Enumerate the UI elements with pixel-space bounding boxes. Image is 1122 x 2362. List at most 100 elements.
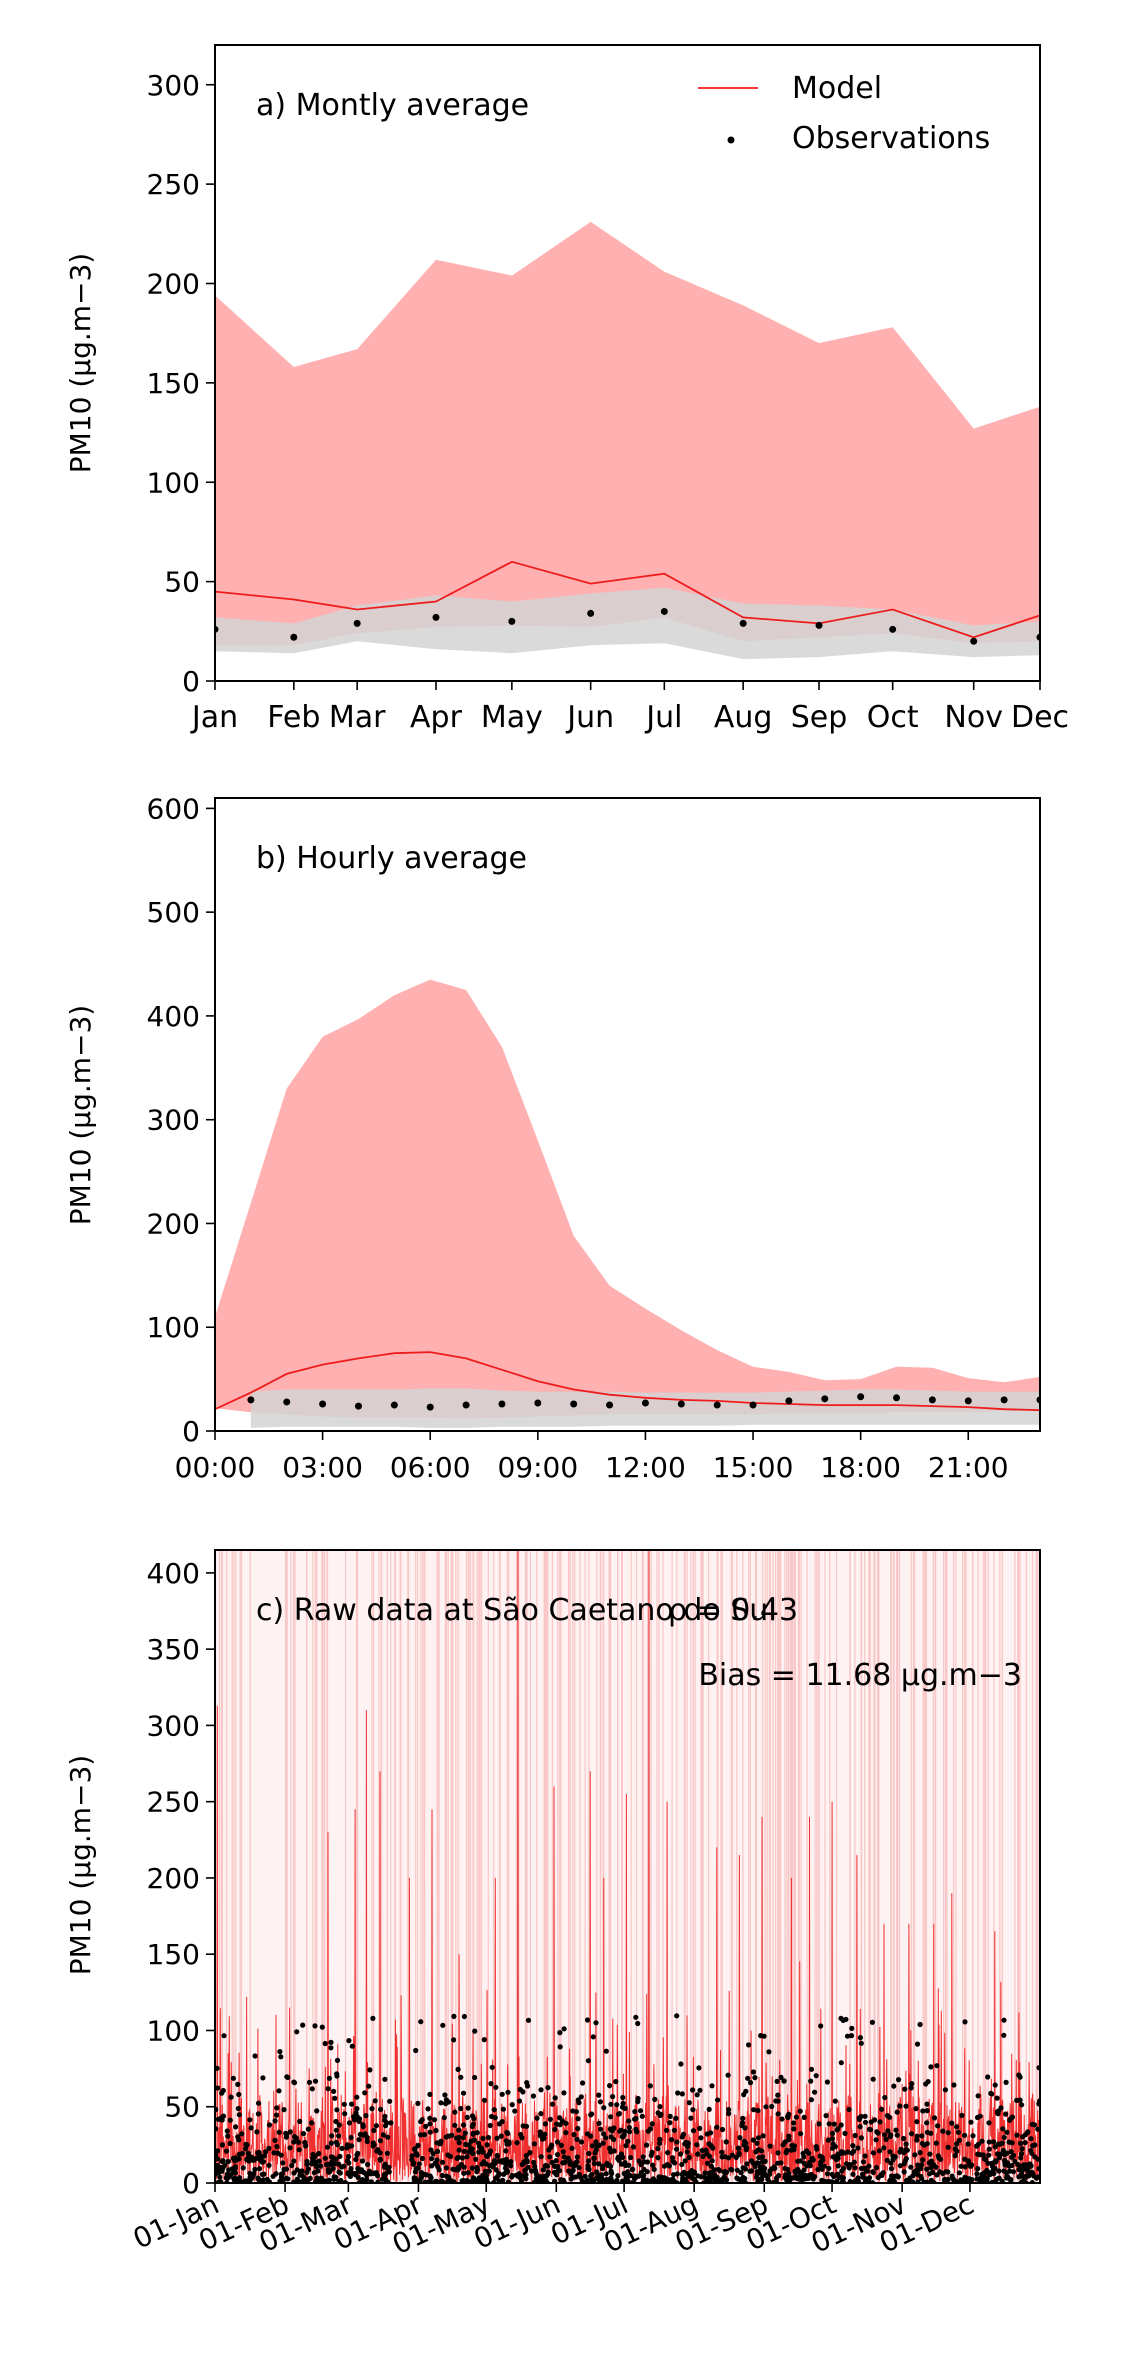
observation-point — [655, 2146, 661, 2152]
observation-point — [873, 2137, 879, 2143]
observation-point — [560, 2160, 566, 2166]
observation-point — [843, 2016, 849, 2022]
observation-point — [223, 2148, 230, 2154]
observation-point — [936, 2155, 942, 2161]
observation-point — [230, 2075, 236, 2081]
observation-point — [458, 2074, 464, 2080]
panel-b-ytick-label: 0 — [182, 1415, 200, 1448]
observation-point — [669, 2155, 676, 2161]
observation-point — [968, 2119, 974, 2125]
observation-point — [341, 2101, 347, 2107]
observation-point — [847, 2178, 853, 2183]
observation-point — [554, 2139, 561, 2145]
observation-point — [567, 2161, 573, 2167]
observation-point — [354, 2106, 360, 2112]
observation-point — [440, 2159, 446, 2165]
observation-point — [668, 2137, 675, 2143]
observation-point — [722, 2154, 728, 2160]
observation-point — [287, 2129, 293, 2135]
observation-point — [608, 2175, 614, 2181]
observation-point — [598, 2126, 604, 2132]
observation-point — [480, 2172, 486, 2179]
observation-point — [489, 2064, 495, 2070]
observation-point — [795, 2166, 801, 2172]
observation-point — [974, 2176, 980, 2182]
observation-point — [671, 2127, 678, 2133]
observation-point — [530, 2093, 537, 2099]
observation-point — [390, 1401, 398, 1409]
observation-point — [992, 2165, 998, 2171]
observation-point — [491, 2107, 497, 2113]
observation-point — [1019, 2146, 1025, 2152]
observation-point — [287, 2145, 293, 2151]
observation-point — [737, 2135, 743, 2141]
observation-point — [545, 2169, 551, 2175]
observation-point — [508, 2159, 514, 2165]
panel-a-xtick-label: May — [481, 700, 543, 735]
observation-point — [600, 2140, 606, 2146]
observation-point — [313, 2162, 319, 2168]
observation-point — [494, 2153, 500, 2159]
observation-point — [838, 2060, 844, 2066]
observation-point — [831, 2121, 837, 2127]
observation-point — [840, 2175, 847, 2181]
observation-point — [874, 2129, 880, 2135]
observation-point — [919, 2140, 926, 2147]
observation-point — [644, 2177, 650, 2183]
observation-point — [300, 2173, 306, 2180]
observation-point — [893, 2127, 899, 2133]
observation-point — [463, 2141, 469, 2147]
observation-point — [596, 2092, 602, 2098]
observation-point — [385, 2134, 391, 2140]
panel-b-axes: 0 100 200 300 400 500 600 00:00 03:00 06:00 09:00 1… — [147, 792, 1009, 1484]
observation-point — [647, 2083, 653, 2089]
observation-point — [751, 2107, 757, 2113]
observation-point — [908, 2164, 914, 2170]
panel-a-xtick-label: Aug — [714, 700, 773, 735]
observation-point — [448, 2177, 454, 2183]
observation-point — [294, 2176, 300, 2182]
observation-point — [337, 2153, 343, 2159]
observation-point — [626, 2118, 632, 2124]
observation-point — [474, 2130, 480, 2136]
observation-point — [369, 2106, 375, 2112]
observation-point — [599, 2172, 605, 2178]
observation-point — [370, 2143, 376, 2149]
model-range-band — [215, 979, 1040, 1419]
observation-point — [888, 2132, 894, 2138]
observation-point — [708, 2163, 715, 2169]
panel-c-ylabel: PM10 (μg.m−3) — [64, 1755, 97, 1975]
observation-point — [626, 2124, 632, 2131]
panel-b-xtick-label: 15:00 — [713, 1451, 794, 1484]
observation-point — [755, 2147, 762, 2153]
observation-point — [992, 2082, 998, 2088]
observation-point — [409, 2153, 415, 2159]
observation-point — [476, 2149, 482, 2155]
observation-point — [243, 2141, 249, 2147]
observation-point — [745, 2075, 751, 2081]
observation-point — [870, 2076, 876, 2082]
observation-point — [706, 2170, 712, 2177]
observation-point — [615, 2173, 621, 2179]
observation-point — [952, 2153, 958, 2159]
observation-point — [584, 2131, 591, 2137]
observation-point — [754, 2140, 760, 2146]
panel-a-plot-area — [215, 221, 1040, 660]
observation-point — [365, 2161, 371, 2168]
observation-point — [844, 2033, 851, 2039]
observation-point — [920, 2157, 926, 2163]
observation-point — [573, 2159, 579, 2165]
observation-point — [354, 2152, 360, 2158]
panel-a-xtick-label: Jul — [644, 700, 682, 735]
observation-point — [236, 2091, 242, 2098]
observation-point — [801, 2167, 807, 2173]
observation-point — [232, 2155, 239, 2161]
observation-point — [673, 2115, 679, 2121]
observation-point — [620, 2154, 626, 2160]
observation-point — [254, 2129, 260, 2135]
observation-point — [818, 2023, 824, 2029]
observation-point — [833, 2157, 840, 2163]
observation-point — [884, 2157, 890, 2163]
observation-point — [630, 2144, 637, 2150]
observation-point — [1008, 2149, 1014, 2155]
